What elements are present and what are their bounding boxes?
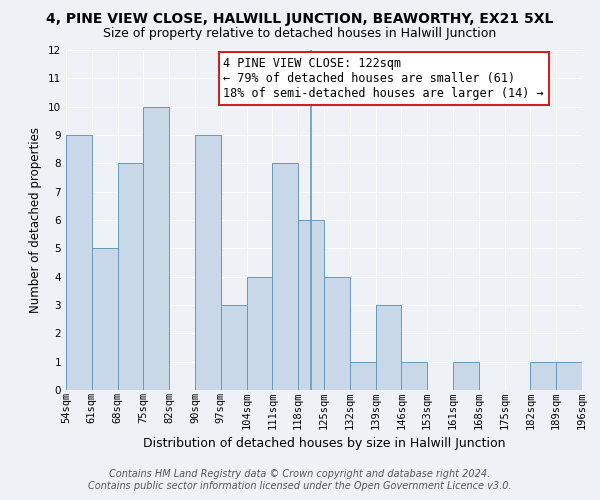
Bar [272, 164, 298, 390]
Text: 4 PINE VIEW CLOSE: 122sqm
← 79% of detached houses are smaller (61)
18% of semi-: 4 PINE VIEW CLOSE: 122sqm ← 79% of detac… [223, 57, 544, 100]
Bar [324, 276, 350, 390]
X-axis label: Distribution of detached houses by size in Halwill Junction: Distribution of detached houses by size … [143, 437, 505, 450]
Bar [556, 362, 582, 390]
Bar [453, 362, 479, 390]
Bar [143, 106, 169, 390]
Bar [530, 362, 556, 390]
Bar [350, 362, 376, 390]
Text: 4, PINE VIEW CLOSE, HALWILL JUNCTION, BEAWORTHY, EX21 5XL: 4, PINE VIEW CLOSE, HALWILL JUNCTION, BE… [46, 12, 554, 26]
Bar [66, 135, 92, 390]
Bar [92, 248, 118, 390]
Bar [376, 305, 401, 390]
Bar [118, 164, 143, 390]
Bar [247, 276, 272, 390]
Y-axis label: Number of detached properties: Number of detached properties [29, 127, 43, 313]
Bar [298, 220, 324, 390]
Text: Contains HM Land Registry data © Crown copyright and database right 2024.
Contai: Contains HM Land Registry data © Crown c… [88, 470, 512, 491]
Bar [401, 362, 427, 390]
Bar [221, 305, 247, 390]
Bar [195, 135, 221, 390]
Text: Size of property relative to detached houses in Halwill Junction: Size of property relative to detached ho… [103, 28, 497, 40]
